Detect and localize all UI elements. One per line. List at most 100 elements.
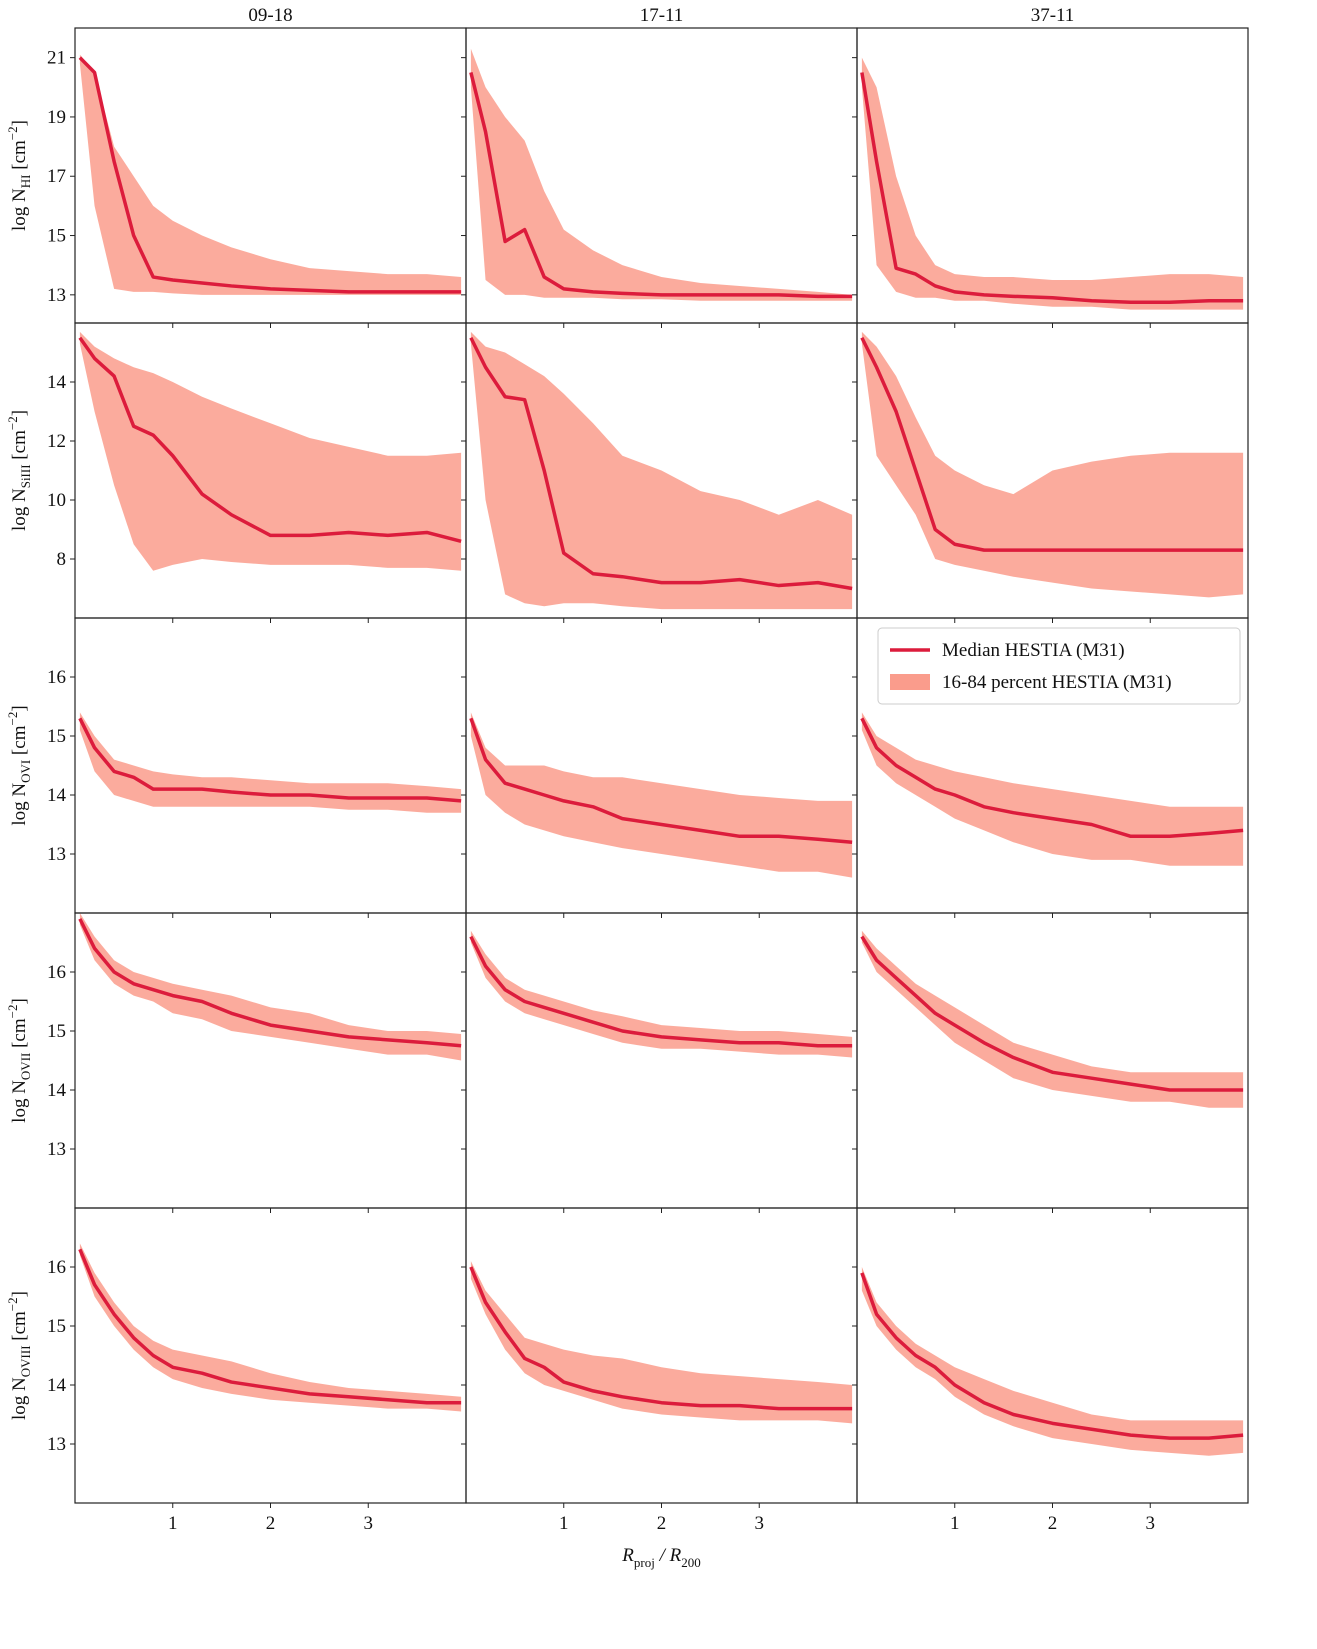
label-sub: proj — [634, 1555, 655, 1570]
panel-plot — [469, 48, 853, 301]
panel-plot — [860, 57, 1244, 310]
median-line — [78, 1248, 462, 1405]
panel-plot — [78, 1243, 462, 1412]
median-line — [860, 1272, 1244, 1440]
percentile-band — [470, 712, 853, 878]
x-tick-label: 1 — [168, 1513, 178, 1534]
label-part: [cm — [9, 1018, 30, 1053]
legend-label: 16-84 percent HESTIA (M31) — [942, 672, 1172, 693]
y-tick-label: 8 — [57, 549, 67, 570]
label-sup: −2 — [5, 1005, 20, 1019]
label-part: R — [621, 1545, 634, 1566]
median-line — [860, 935, 1244, 1092]
median-line — [469, 336, 853, 591]
label-part: ] — [9, 1291, 30, 1297]
label-part: ] — [9, 998, 30, 1004]
x-tick-label: 1 — [559, 1513, 569, 1534]
y-axis-label: log NOVIII [cm−2] — [5, 1291, 33, 1420]
y-tick-label: 14 — [47, 372, 67, 393]
median-line — [860, 717, 1244, 839]
panel-plot — [860, 712, 1244, 866]
panel-frame — [465, 912, 858, 1209]
panel-plot — [78, 54, 462, 295]
y-tick-label: 16 — [47, 1257, 66, 1278]
label-sup: −2 — [5, 1297, 20, 1311]
panel-plot — [469, 712, 853, 878]
median-line — [860, 336, 1244, 552]
panel-plot — [469, 331, 853, 610]
y-tick-label: 13 — [47, 844, 66, 865]
y-axis-label: log NOVII [cm−2] — [5, 998, 33, 1123]
percentile-band — [470, 331, 853, 610]
y-tick-label: 14 — [47, 1080, 67, 1101]
median-line — [78, 336, 462, 543]
legend-label: Median HESTIA (M31) — [942, 640, 1125, 661]
panel-plot — [469, 1261, 853, 1424]
median-line — [78, 56, 462, 294]
label-sub: OVI — [18, 760, 33, 783]
legend-box — [877, 627, 1241, 705]
panel-plot — [78, 913, 462, 1061]
y-tick-label: 13 — [47, 1139, 66, 1160]
y-tick-label: 14 — [47, 1375, 67, 1396]
percentile-band — [861, 57, 1244, 310]
percentile-band — [861, 331, 1244, 598]
x-axis-label: Rproj / R200 — [621, 1545, 700, 1570]
y-tick-label: 19 — [47, 107, 66, 128]
y-tick-label: 17 — [47, 166, 66, 187]
label-sub: OVII — [18, 1053, 33, 1080]
label-sub: HI — [18, 175, 33, 189]
median-line — [469, 1266, 853, 1411]
label-part: log N — [9, 188, 30, 231]
label-part: ] — [9, 120, 30, 126]
label-part: log N — [9, 1080, 30, 1123]
label-part: log N — [9, 1377, 30, 1420]
panel-plot — [78, 712, 462, 813]
label-sup: −2 — [5, 416, 20, 430]
median-line — [469, 717, 853, 844]
x-tick-label: 1 — [950, 1513, 960, 1534]
x-tick-label: 2 — [1048, 1513, 1058, 1534]
y-tick-label: 13 — [47, 285, 66, 306]
x-tick-label: 2 — [657, 1513, 667, 1534]
percentile-band — [861, 1267, 1244, 1456]
y-tick-label: 15 — [47, 726, 66, 747]
median-line — [78, 918, 462, 1048]
y-tick-label: 21 — [47, 48, 66, 69]
percentile-band — [861, 930, 1244, 1108]
y-tick-label: 16 — [47, 962, 66, 983]
x-tick-label: 2 — [266, 1513, 276, 1534]
panel-frame — [74, 912, 467, 1209]
panel-plot — [860, 1267, 1244, 1456]
y-axis-label: log NSiIII [cm−2] — [5, 410, 33, 531]
y-tick-label: 13 — [47, 1434, 66, 1455]
y-axis-label: log NHI [cm−2] — [5, 120, 33, 231]
percentile-band — [79, 331, 462, 571]
median-line — [860, 72, 1244, 304]
median-line — [469, 935, 853, 1048]
y-tick-label: 10 — [47, 490, 66, 511]
y-tick-label: 15 — [47, 226, 66, 247]
label-sup: −2 — [5, 126, 20, 140]
column-title: 37-11 — [1031, 5, 1075, 26]
label-sub: OVIII — [18, 1345, 33, 1377]
y-tick-label: 15 — [47, 1021, 66, 1042]
label-part: ] — [9, 410, 30, 416]
label-part: [cm — [9, 140, 30, 175]
label-sub: 200 — [681, 1555, 701, 1570]
panel-plot — [860, 331, 1244, 598]
y-tick-label: 16 — [47, 667, 66, 688]
label-sup: −2 — [5, 712, 20, 726]
label-part: ] — [9, 705, 30, 711]
panel-plot — [860, 930, 1244, 1108]
y-tick-label: 15 — [47, 1316, 66, 1337]
x-tick-label: 3 — [755, 1513, 765, 1534]
percentile-band — [861, 712, 1244, 866]
x-tick-label: 3 — [364, 1513, 374, 1534]
label-part: [cm — [9, 1311, 30, 1346]
label-part: [cm — [9, 430, 30, 465]
median-line — [78, 717, 462, 803]
y-tick-label: 12 — [47, 431, 66, 452]
median-line — [469, 72, 853, 299]
panel-plot — [469, 930, 853, 1058]
